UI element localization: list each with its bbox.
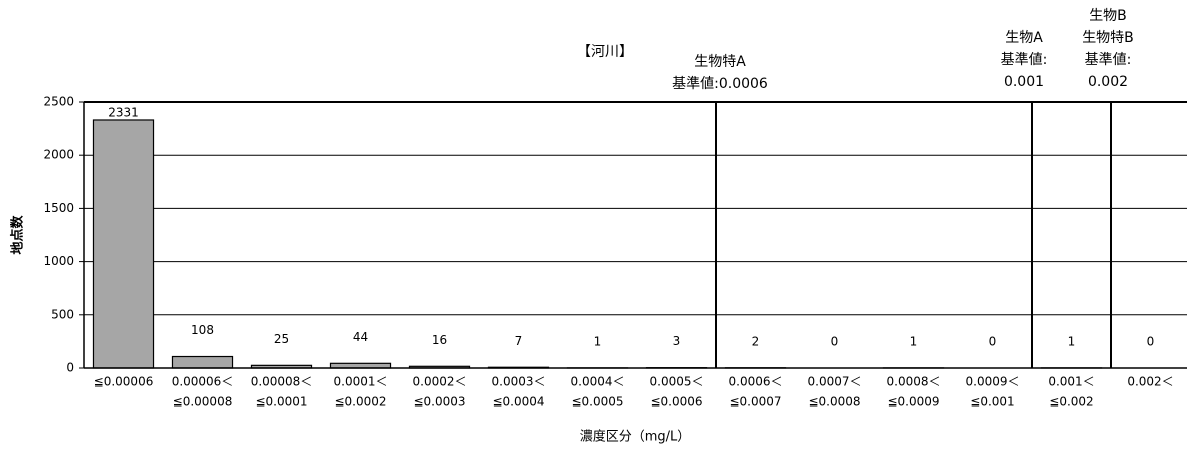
x-tick-label: ≦0.001 xyxy=(970,395,1014,409)
y-tick-label: 500 xyxy=(51,307,74,321)
x-tick-label: ≦0.00008 xyxy=(173,395,233,409)
data-label: 0 xyxy=(989,335,997,349)
annotation: 基準値: xyxy=(1001,51,1048,68)
x-tick-label: 0.00008＜ xyxy=(251,375,313,389)
y-tick-label: 2500 xyxy=(43,95,74,109)
annotation: 0.002 xyxy=(1088,74,1128,90)
data-label: 44 xyxy=(353,330,368,344)
data-label: 25 xyxy=(274,332,289,346)
data-label: 1 xyxy=(1068,334,1076,348)
x-tick-label: ≦0.0009 xyxy=(887,395,939,409)
x-tick-label: ≦0.0008 xyxy=(808,395,860,409)
x-tick-label: 0.0001＜ xyxy=(334,375,388,389)
x-tick-label: ≦0.0005 xyxy=(571,395,623,409)
annotation: 生物B xyxy=(1089,8,1127,24)
x-tick-label: 0.002＜ xyxy=(1127,375,1173,389)
x-tick-label: ≦0.002 xyxy=(1049,395,1093,409)
data-label: 1 xyxy=(594,334,602,348)
data-label: 0 xyxy=(831,335,839,349)
data-label: 7 xyxy=(515,334,523,348)
y-axis-label: 地点数 xyxy=(10,215,26,255)
annotation: 生物特A xyxy=(694,54,746,70)
annotation: 生物特B xyxy=(1082,30,1134,46)
annotation: 基準値:0.0006 xyxy=(672,75,768,92)
y-tick-label: 2000 xyxy=(43,148,74,162)
data-label: 108 xyxy=(191,323,214,337)
data-label: 3 xyxy=(673,334,681,348)
x-tick-label: ≦0.0006 xyxy=(650,395,702,409)
data-label: 2331 xyxy=(108,105,139,119)
data-label: 2 xyxy=(752,334,760,348)
x-tick-label: 0.0003＜ xyxy=(492,375,546,389)
x-tick-label: 0.001＜ xyxy=(1048,375,1094,389)
x-tick-label: ≦0.0001 xyxy=(255,395,307,409)
x-tick-label: 0.0006＜ xyxy=(729,375,783,389)
x-tick-label: 0.0004＜ xyxy=(571,375,625,389)
annotation: 生物A xyxy=(1005,30,1043,46)
x-tick-label: ≦0.0004 xyxy=(492,395,544,409)
annotation: 基準値: xyxy=(1085,51,1132,68)
x-tick-label: ≦0.0007 xyxy=(729,395,781,409)
x-tick-label: 0.0008＜ xyxy=(887,375,941,389)
x-tick-label: 0.0005＜ xyxy=(650,375,704,389)
x-tick-label: ≦0.00006 xyxy=(94,375,154,389)
data-label: 1 xyxy=(910,334,918,348)
data-label: 16 xyxy=(432,333,447,347)
y-tick-label: 1500 xyxy=(43,201,74,215)
x-tick-label: ≦0.0002 xyxy=(334,395,386,409)
x-axis-label: 濃度区分（mg/L） xyxy=(580,429,691,445)
y-tick-label: 0 xyxy=(66,361,74,375)
annotation: 0.001 xyxy=(1004,74,1044,90)
bar xyxy=(171,355,234,369)
x-tick-label: ≦0.0003 xyxy=(413,395,465,409)
chart-title: 【河川】 xyxy=(577,44,633,60)
x-tick-label: 0.00006＜ xyxy=(172,375,234,389)
bar xyxy=(92,119,155,369)
x-tick-label: 0.0009＜ xyxy=(966,375,1020,389)
y-tick-label: 1000 xyxy=(43,254,74,268)
data-label: 0 xyxy=(1147,335,1155,349)
x-tick-label: 0.0007＜ xyxy=(808,375,862,389)
x-tick-label: 0.0002＜ xyxy=(413,375,467,389)
